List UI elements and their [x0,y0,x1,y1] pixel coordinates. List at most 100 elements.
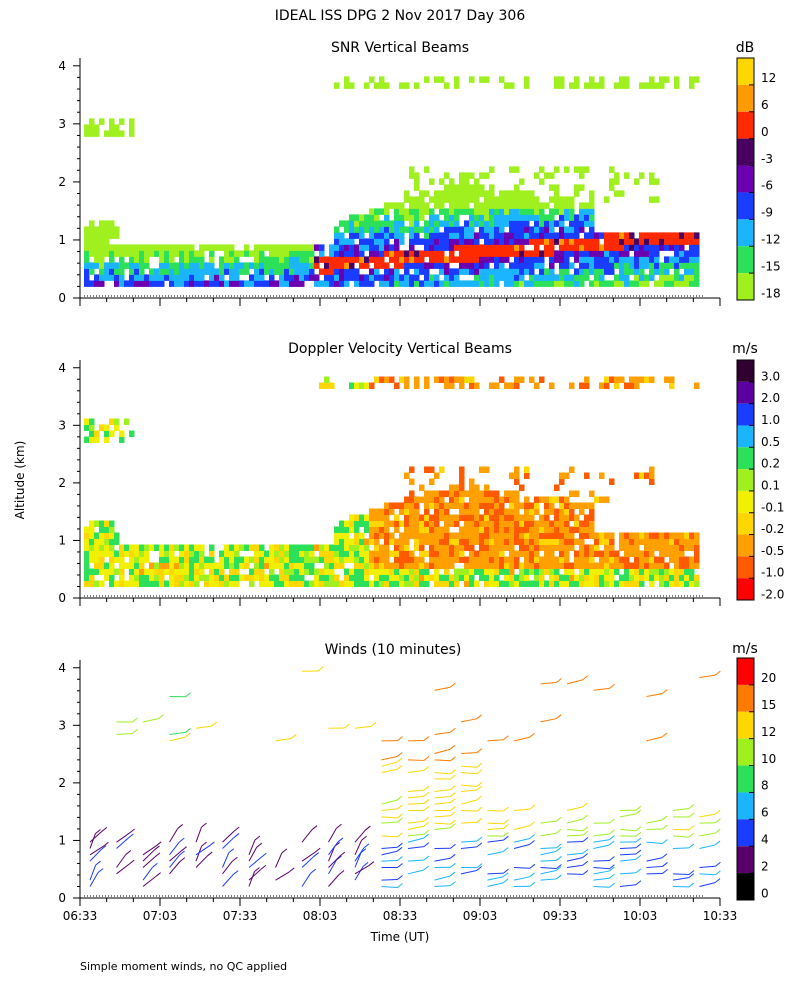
heatmap-cell [514,520,520,527]
heatmap-cell [414,544,420,551]
wind-barb-flag [608,866,615,872]
heatmap-cell [604,244,610,251]
wind-barb [593,687,610,691]
heatmap-cell [424,526,430,533]
heatmap-cell [394,226,400,233]
heatmap-cell [584,256,590,263]
heatmap-cell [444,214,450,221]
wind-barb [619,884,636,887]
winds-colorbar-unit: m/s [732,641,758,657]
heatmap-cell [134,250,140,257]
heatmap-cell [219,574,225,581]
wind-barb [672,877,689,881]
heatmap-cell [494,268,500,275]
heatmap-cell [369,568,375,575]
heatmap-cell [589,532,595,539]
wind-barb-flag [715,870,721,876]
heatmap-cell [619,274,625,281]
heatmap-cell [199,244,205,251]
heatmap-cell [624,382,630,389]
heatmap-cell [514,478,520,485]
heatmap-cell [359,232,365,239]
heatmap-cell [459,382,465,389]
heatmap-cell [459,484,465,491]
heatmap-cell [674,268,680,275]
heatmap-cell [284,256,290,263]
heatmap-cell [629,532,635,539]
heatmap-cell [314,280,320,287]
heatmap-cell [449,514,455,521]
heatmap-cell [534,202,540,209]
colorbar-swatch [737,490,754,513]
heatmap-cell [249,250,255,257]
wind-barb [354,840,363,856]
heatmap-cell [414,562,420,569]
wind-barb [434,815,451,818]
heatmap-cell [374,214,380,221]
heatmap-cell [594,544,600,551]
heatmap-cell [169,550,175,557]
heatmap-cell [434,496,440,503]
colorbar-swatch [737,684,754,712]
heatmap-cell [514,556,520,563]
heatmap-cell [89,226,95,233]
heatmap-cell [109,520,115,527]
heatmap-cell [464,520,470,527]
heatmap-cell [219,256,225,263]
heatmap-cell [554,166,560,173]
wind-barb [142,866,153,881]
heatmap-cell [339,550,345,557]
heatmap-cell [524,232,530,239]
heatmap-cell [539,166,545,173]
heatmap-cell [299,556,305,563]
heatmap-cell [134,244,140,251]
heatmap-cell [544,538,550,545]
wind-barb-flag [503,735,509,741]
heatmap-cell [474,280,480,287]
heatmap-cell [459,202,465,209]
heatmap-cell [139,256,145,263]
wind-barb-flag [555,846,562,852]
heatmap-cell [99,268,105,275]
heatmap-cell [334,82,340,89]
heatmap-cell [309,274,315,281]
wind-barb-flag [423,756,430,761]
wind-barb [434,748,451,755]
heatmap-cell [639,274,645,281]
heatmap-cell [289,568,295,575]
heatmap-cell [649,532,655,539]
heatmap-cell [664,274,670,281]
wind-barb [699,674,716,679]
heatmap-cell [479,202,485,209]
heatmap-cell [219,274,225,281]
heatmap-cell [529,532,535,539]
heatmap-cell [329,568,335,575]
x-tick-label: 08:03 [303,909,338,923]
heatmap-cell [419,562,425,569]
heatmap-cell [539,274,545,281]
wind-barb [407,795,424,799]
heatmap-cell [299,268,305,275]
heatmap-cell [89,124,95,131]
heatmap-cell [539,268,545,275]
heatmap-cell [454,232,460,239]
heatmap-cell [494,526,500,533]
heatmap-cell [414,496,420,503]
heatmap-cell [139,574,145,581]
heatmap-cell [344,280,350,287]
heatmap-cell [339,232,345,239]
wind-barb-flag [396,752,403,757]
heatmap-cell [144,580,150,587]
wind-barb-flag [688,843,695,849]
heatmap-cell [614,256,620,263]
wind-barb [169,736,186,742]
heatmap-cell [424,538,430,545]
heatmap-cell [494,220,500,227]
heatmap-cell [634,376,640,383]
colorbar-swatch [737,58,754,85]
heatmap-cell [454,214,460,221]
heatmap-cell [119,580,125,587]
heatmap-cell [454,244,460,251]
heatmap-cell [659,82,665,89]
heatmap-cell [634,256,640,263]
